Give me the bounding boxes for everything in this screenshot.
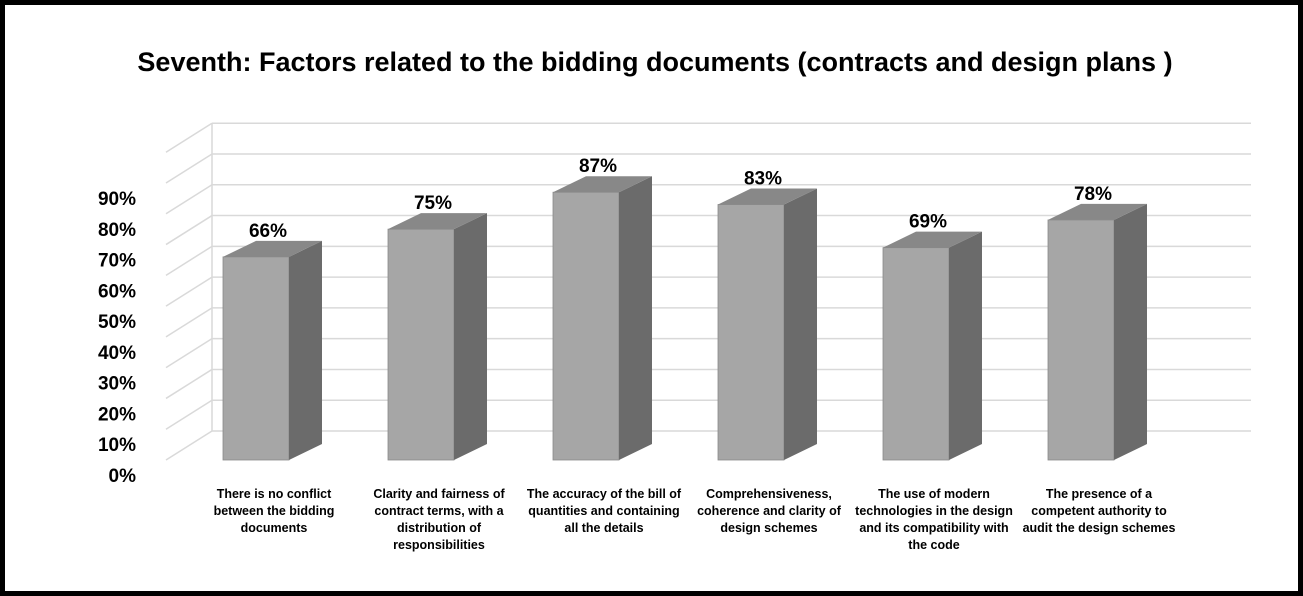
bar [387, 228, 455, 461]
bar-top [883, 231, 982, 248]
gridline-diagonal [165, 214, 213, 246]
gridline-diagonal [165, 307, 213, 338]
y-tick-label: 60% [98, 281, 136, 302]
bar-top [388, 213, 487, 230]
category-label: The presence of a competent authority to… [1022, 487, 1176, 535]
bar-side [289, 240, 322, 460]
gridline-diagonal [165, 122, 213, 153]
gridline-diagonal [165, 368, 213, 400]
y-tick-label: 50% [98, 312, 136, 333]
data-label: 75% [414, 193, 452, 214]
y-tick-label: 20% [98, 404, 136, 425]
gridline-diagonal [165, 276, 213, 307]
bar [1047, 219, 1115, 461]
bar-side [454, 213, 487, 460]
bar-top [718, 188, 817, 205]
y-tick-label: 80% [98, 220, 136, 241]
category-label: Comprehensiveness, coherence and clarity… [697, 487, 841, 535]
bar-side [619, 176, 652, 460]
gridline-diagonal [165, 153, 213, 184]
y-tick-label: 30% [98, 374, 136, 395]
gridline-diagonal [165, 245, 213, 276]
gridline-diagonal [165, 184, 213, 215]
data-label: 78% [1074, 184, 1112, 205]
gridline-diagonal [165, 399, 213, 430]
gridline-diagonal [165, 338, 213, 369]
y-tick-label: 10% [98, 435, 136, 456]
gridline-diagonal [165, 430, 213, 461]
chart-title: Seventh: Factors related to the bidding … [137, 47, 1173, 77]
data-label: 83% [744, 169, 782, 190]
bar [222, 256, 290, 461]
data-label: 69% [909, 212, 947, 233]
data-label: 66% [249, 221, 287, 242]
y-tick-label: 40% [98, 343, 136, 364]
category-label: Clarity and fairness of contract terms, … [373, 487, 505, 552]
y-tick-label: 0% [109, 466, 137, 487]
y-tick-label: 70% [98, 251, 136, 272]
category-label: The use of modern technologies in the de… [855, 487, 1013, 552]
bar [552, 191, 620, 461]
bar-top [553, 176, 652, 193]
category-label: The accuracy of the bill of quantities a… [526, 487, 682, 535]
bar-side [784, 188, 817, 461]
y-tick-label: 90% [98, 189, 136, 210]
bar [717, 204, 785, 461]
bar [882, 247, 950, 461]
category-label: There is no conflict between the bidding… [213, 487, 335, 535]
data-label: 87% [579, 156, 617, 177]
bar-side [1114, 203, 1147, 460]
bar-side [949, 231, 982, 460]
bar-top [223, 240, 322, 257]
bar-top [1048, 203, 1147, 220]
